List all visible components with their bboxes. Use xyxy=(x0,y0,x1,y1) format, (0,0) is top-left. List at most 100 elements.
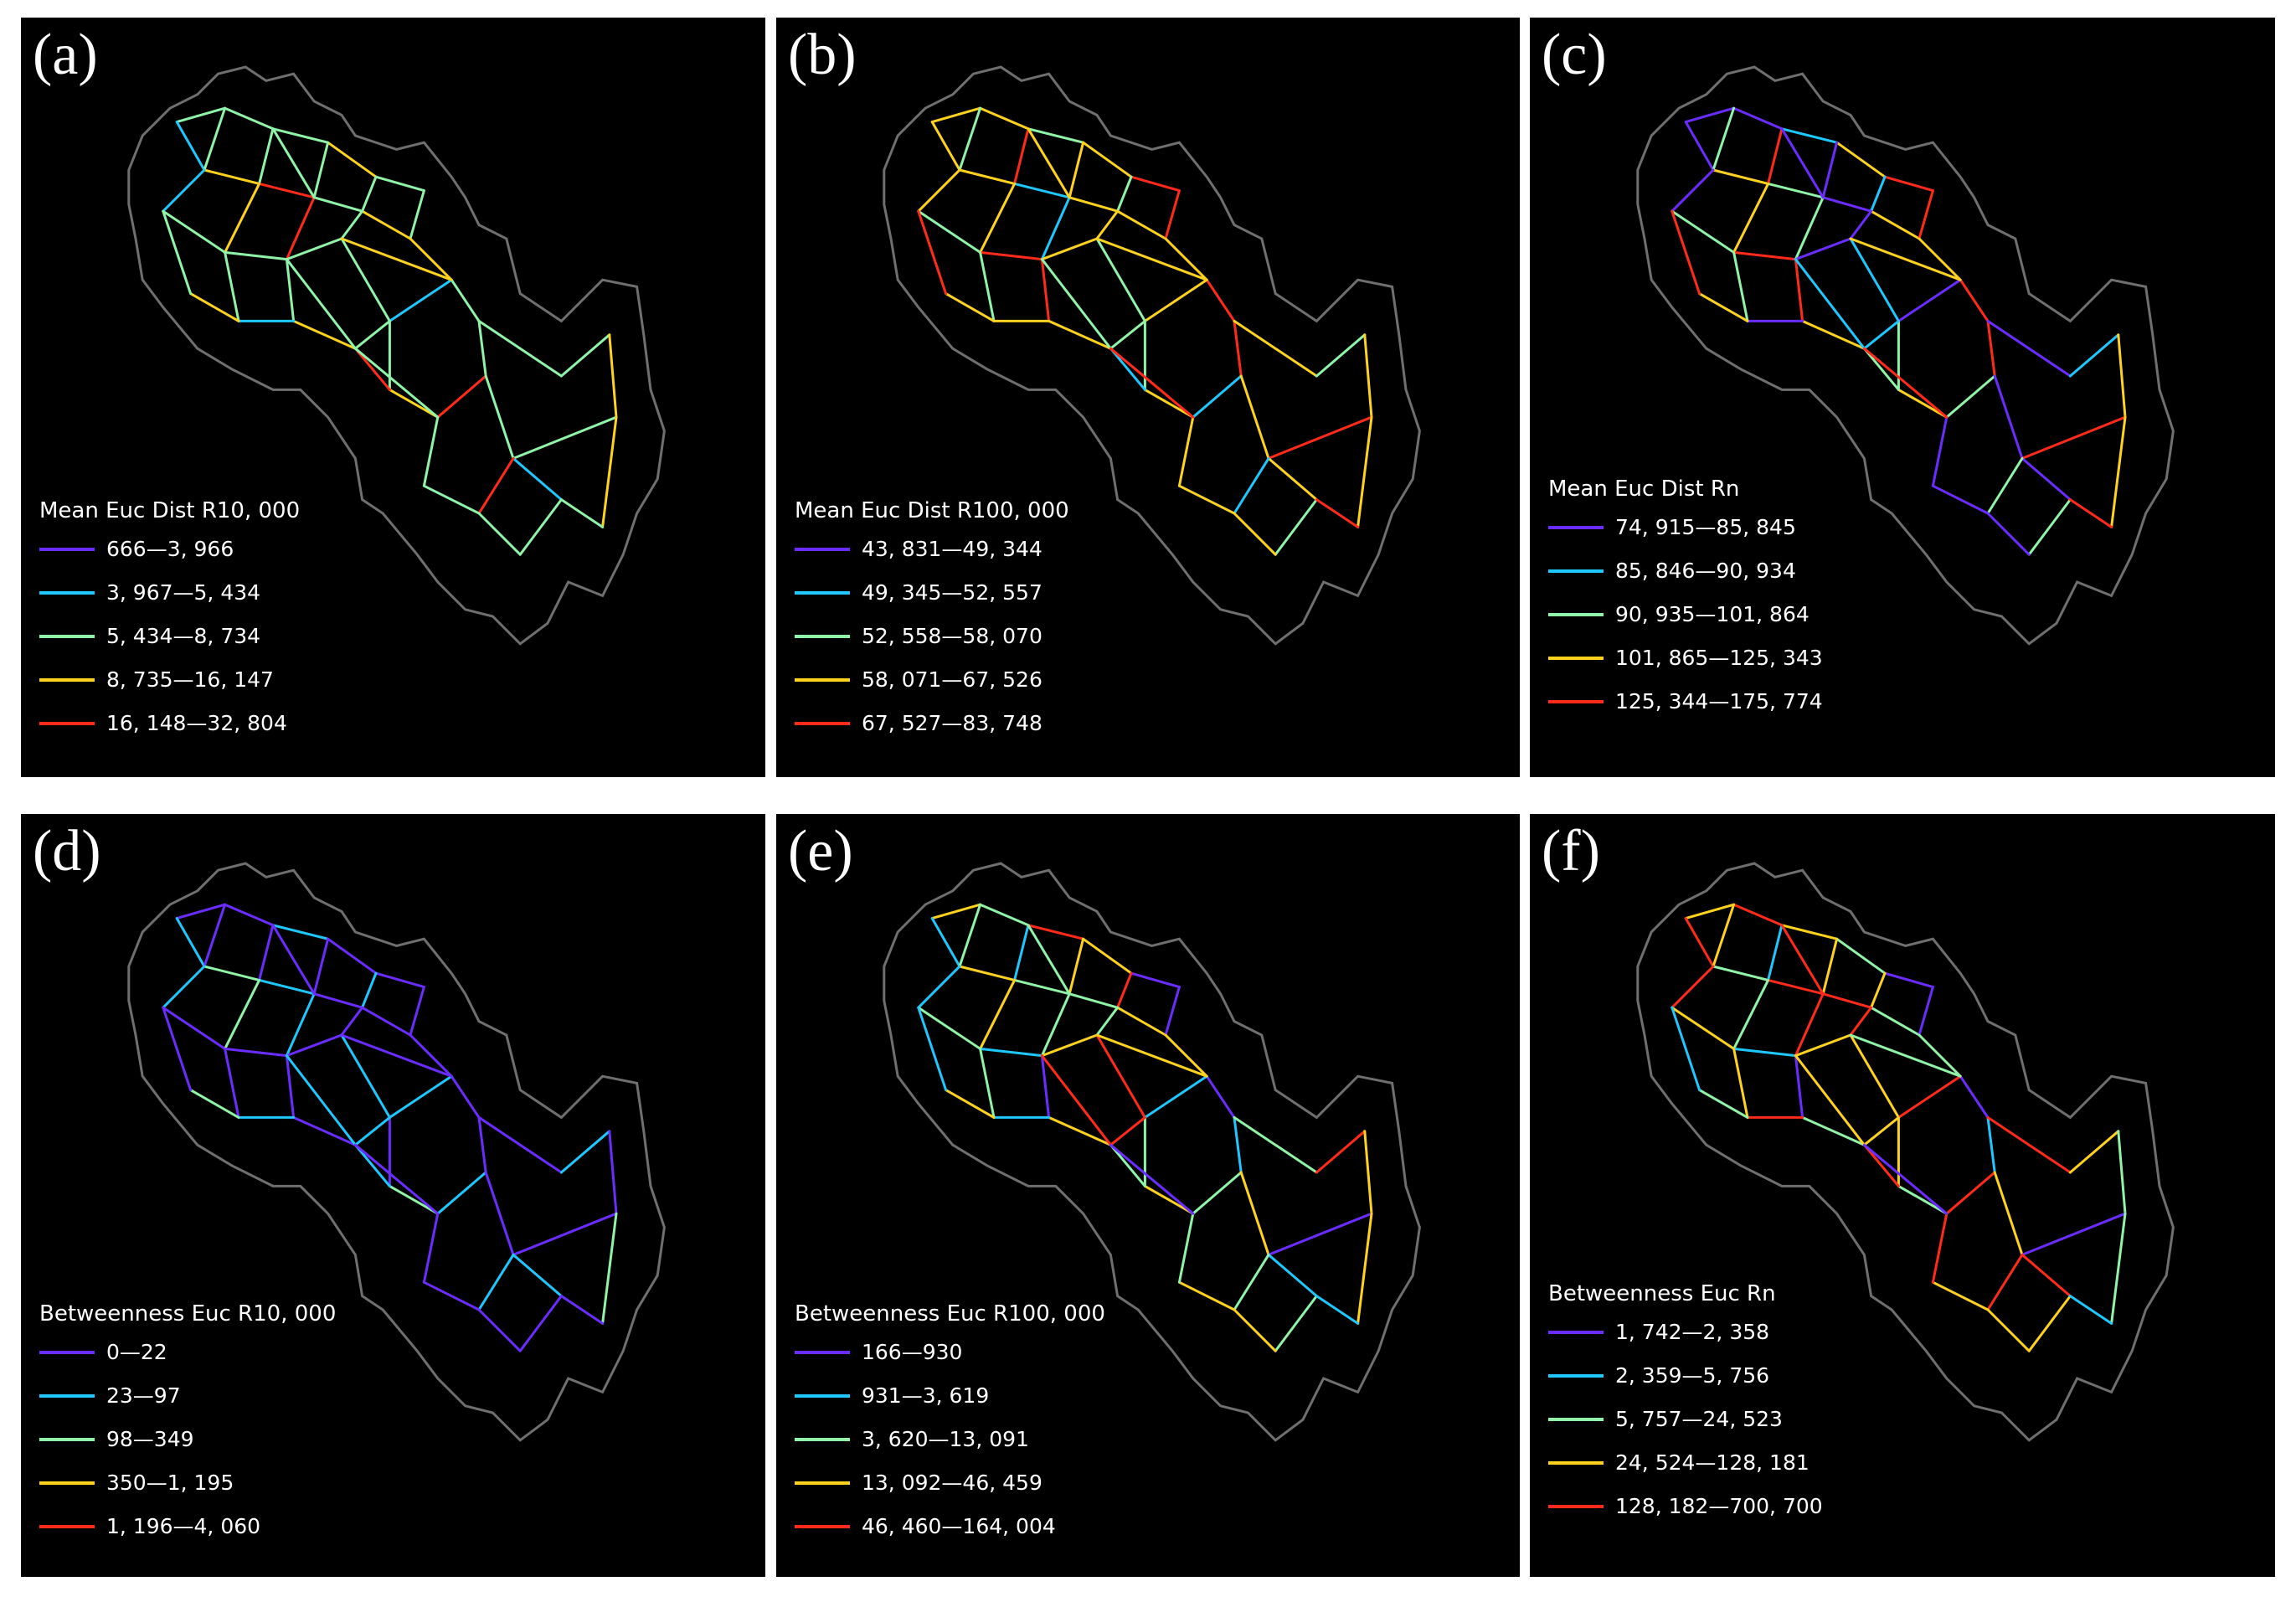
street-segment xyxy=(327,141,378,178)
street-segment xyxy=(1177,1280,1236,1311)
street-network-map xyxy=(1636,862,2175,1442)
street-segment xyxy=(1862,347,1900,391)
legend-item: 0—22 xyxy=(39,1338,336,1366)
street-segment xyxy=(1684,903,1736,920)
street-segment xyxy=(1732,106,1784,131)
street-segment xyxy=(1821,992,1873,1009)
legend-item: 5, 757—24, 523 xyxy=(1548,1405,1823,1433)
street-segment xyxy=(958,903,982,968)
legend-label: 666—3, 966 xyxy=(106,537,234,561)
street-segment xyxy=(1732,182,1770,254)
legend-swatch xyxy=(795,677,850,682)
street-segment xyxy=(512,415,618,460)
street-segment xyxy=(945,1089,996,1119)
street-segment xyxy=(1671,209,1701,296)
street-segment xyxy=(917,209,948,296)
street-segment xyxy=(1143,388,1195,419)
street-segment xyxy=(1959,1074,1990,1119)
street-segment xyxy=(285,1054,357,1146)
street-segment xyxy=(1143,1184,1195,1215)
legend-label: 5, 757—24, 523 xyxy=(1615,1407,1783,1431)
street-segment xyxy=(203,168,261,185)
street-segment xyxy=(1986,1115,2072,1174)
street-segment xyxy=(1315,1295,1360,1325)
street-segment xyxy=(1177,484,1236,515)
legend-label: 98—349 xyxy=(106,1427,194,1451)
street-segment xyxy=(1883,971,1934,989)
street-segment xyxy=(1862,1143,1949,1215)
street-segment xyxy=(1767,182,1825,199)
street-segment xyxy=(1780,924,1839,940)
street-segment xyxy=(1862,1143,1900,1187)
legend-swatch xyxy=(795,1393,850,1398)
street-segment xyxy=(930,106,982,124)
street-segment xyxy=(2117,333,2127,419)
legend-swatch xyxy=(39,1481,95,1485)
street-segment xyxy=(1013,978,1071,996)
street-segment xyxy=(1993,1171,2024,1256)
legend-swatch xyxy=(795,1350,850,1354)
street-segment xyxy=(1040,992,1071,1058)
legend-title: Betweenness Euc R10, 000 xyxy=(39,1301,337,1326)
street-segment xyxy=(1918,237,1962,281)
street-segment xyxy=(224,978,261,1050)
street-segment xyxy=(1931,484,1990,515)
street-segment xyxy=(1192,374,1243,419)
region-boundary xyxy=(883,862,1421,1442)
street-segment xyxy=(979,1047,1043,1058)
street-segment xyxy=(224,182,261,254)
legend-title: Betweenness Euc R100, 000 xyxy=(795,1301,1105,1326)
street-segment xyxy=(1040,258,1112,350)
street-segment xyxy=(1274,498,1318,556)
street-segment xyxy=(979,106,1030,131)
street-segment xyxy=(422,484,481,515)
street-segment xyxy=(285,258,357,350)
map-panel-c: (c) Mean Euc Dist Rn 74, 915—85, 845 85,… xyxy=(1530,18,2275,777)
legend: Mean Euc Dist R100, 000 43, 831—49, 344 … xyxy=(795,498,1069,753)
street-segment xyxy=(1821,141,1839,199)
street-segment xyxy=(1897,278,1962,322)
street-segment xyxy=(518,1295,563,1352)
street-segment xyxy=(353,347,391,391)
legend-label: 52, 558—58, 070 xyxy=(862,624,1042,648)
street-segment xyxy=(1177,1212,1195,1284)
street-segment xyxy=(2117,1130,2127,1215)
street-segment xyxy=(1239,1171,1270,1256)
street-segment xyxy=(1794,1033,1852,1058)
region-boundary xyxy=(127,65,666,646)
legend-swatch xyxy=(39,590,95,595)
street-segment xyxy=(1732,978,1770,1050)
street-segment xyxy=(409,189,425,240)
street-segment xyxy=(312,992,364,1009)
street-segment xyxy=(1233,319,1318,378)
legend-label: 3, 620—13, 091 xyxy=(862,1427,1029,1451)
street-segment xyxy=(1040,196,1071,261)
street-segment xyxy=(271,127,316,199)
street-segment xyxy=(1986,512,2031,556)
street-segment xyxy=(258,978,316,996)
legend-label: 58, 071—67, 526 xyxy=(862,667,1042,692)
street-segment xyxy=(958,106,982,172)
street-segment xyxy=(477,456,515,515)
street-segment xyxy=(2068,1295,2113,1325)
street-segment xyxy=(1732,1047,1797,1058)
legend-label: 931—3, 619 xyxy=(862,1383,990,1408)
legend-item: 931—3, 619 xyxy=(795,1382,1105,1409)
street-segment xyxy=(1205,1074,1236,1119)
street-segment xyxy=(1986,319,1996,378)
street-segment xyxy=(361,209,412,240)
street-segment xyxy=(285,1033,343,1058)
street-segment xyxy=(1945,1171,1996,1215)
legend-item: 666—3, 966 xyxy=(39,535,300,563)
legend-item: 166—930 xyxy=(795,1338,1105,1366)
legend-swatch xyxy=(1548,656,1604,660)
street-segment xyxy=(1671,209,1736,254)
street-segment xyxy=(930,917,961,968)
street-segment xyxy=(1048,319,1112,350)
street-segment xyxy=(1671,168,1715,213)
street-segment xyxy=(340,1033,391,1119)
legend-swatch xyxy=(1548,1373,1604,1378)
street-segment xyxy=(409,1033,453,1078)
legend-item: 125, 344—175, 774 xyxy=(1548,688,1823,715)
street-segment xyxy=(1897,388,1949,419)
